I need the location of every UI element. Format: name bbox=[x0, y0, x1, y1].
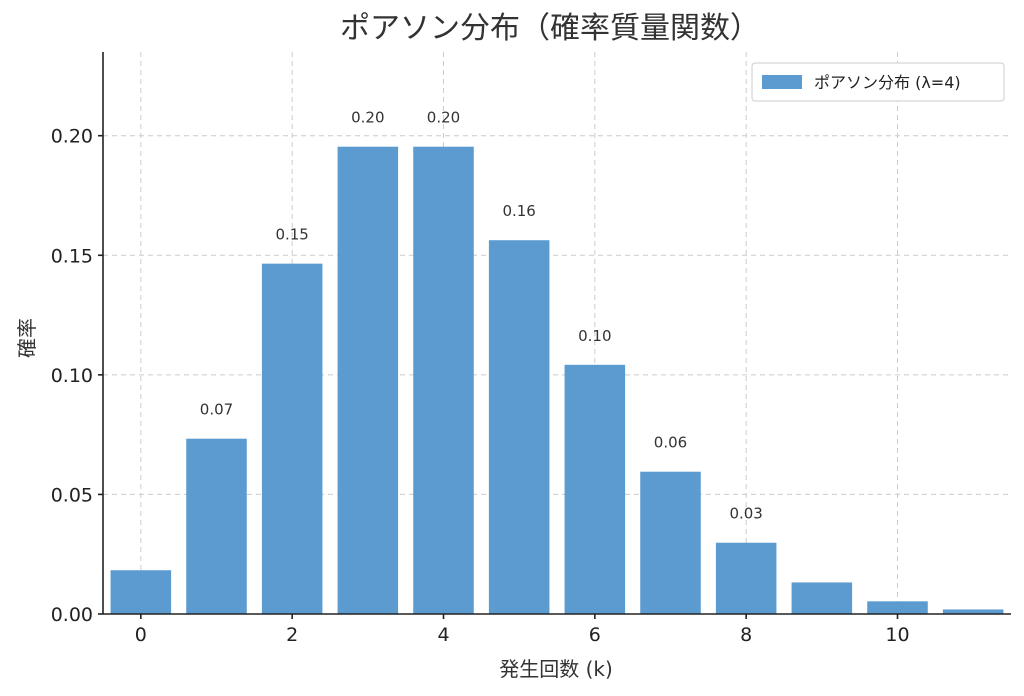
bar-value-label: 0.20 bbox=[351, 109, 384, 127]
bar bbox=[261, 263, 323, 614]
bar bbox=[488, 240, 550, 614]
chart-title: ポアソン分布（確率質量関数） bbox=[340, 11, 760, 46]
bar bbox=[564, 364, 626, 614]
bar bbox=[942, 609, 1004, 614]
x-tick-label: 8 bbox=[740, 624, 752, 646]
y-axis-label: 確率 bbox=[15, 318, 39, 358]
bar bbox=[715, 542, 777, 614]
x-tick-label: 6 bbox=[589, 624, 601, 646]
bar-value-label: 0.10 bbox=[578, 327, 611, 345]
axes bbox=[98, 52, 1011, 619]
x-tick-label: 10 bbox=[885, 624, 909, 646]
bar bbox=[867, 601, 928, 614]
x-tick-label: 2 bbox=[286, 624, 298, 646]
bars bbox=[110, 146, 1004, 614]
bar-value-label: 0.16 bbox=[502, 202, 535, 220]
x-axis-label: 発生回数 (k) bbox=[499, 657, 613, 681]
bar-value-label: 0.07 bbox=[200, 401, 233, 419]
bar bbox=[186, 438, 247, 614]
legend-swatch bbox=[762, 75, 802, 89]
legend-box bbox=[751, 62, 1005, 102]
bar-value-label: 0.15 bbox=[275, 226, 308, 244]
tick-labels: 0 2 4 6 8 10 0.00 0.05 0.10 0.15 0.20 bbox=[51, 126, 910, 646]
legend-label: ポアソン分布 (λ=4) bbox=[814, 73, 961, 92]
bar-value-label: 0.06 bbox=[654, 434, 687, 452]
bar bbox=[791, 582, 853, 614]
bar-value-label: 0.03 bbox=[729, 505, 762, 523]
y-tick-label: 0.10 bbox=[51, 365, 93, 387]
data-labels: 0.07 0.15 0.20 0.20 0.16 0.10 0.06 0.03 bbox=[200, 109, 763, 523]
bar bbox=[110, 570, 172, 614]
y-tick-label: 0.15 bbox=[51, 245, 93, 267]
y-tick-label: 0.05 bbox=[51, 484, 93, 506]
y-tick-label: 0.00 bbox=[51, 604, 93, 626]
x-tick-label: 4 bbox=[437, 624, 449, 646]
y-tick-label: 0.20 bbox=[51, 126, 93, 148]
x-tick-label: 0 bbox=[135, 624, 147, 646]
bar bbox=[640, 471, 701, 614]
legend: ポアソン分布 (λ=4) bbox=[751, 62, 1005, 102]
bar bbox=[413, 146, 474, 614]
bar bbox=[337, 146, 399, 614]
bar-value-label: 0.20 bbox=[427, 109, 460, 127]
